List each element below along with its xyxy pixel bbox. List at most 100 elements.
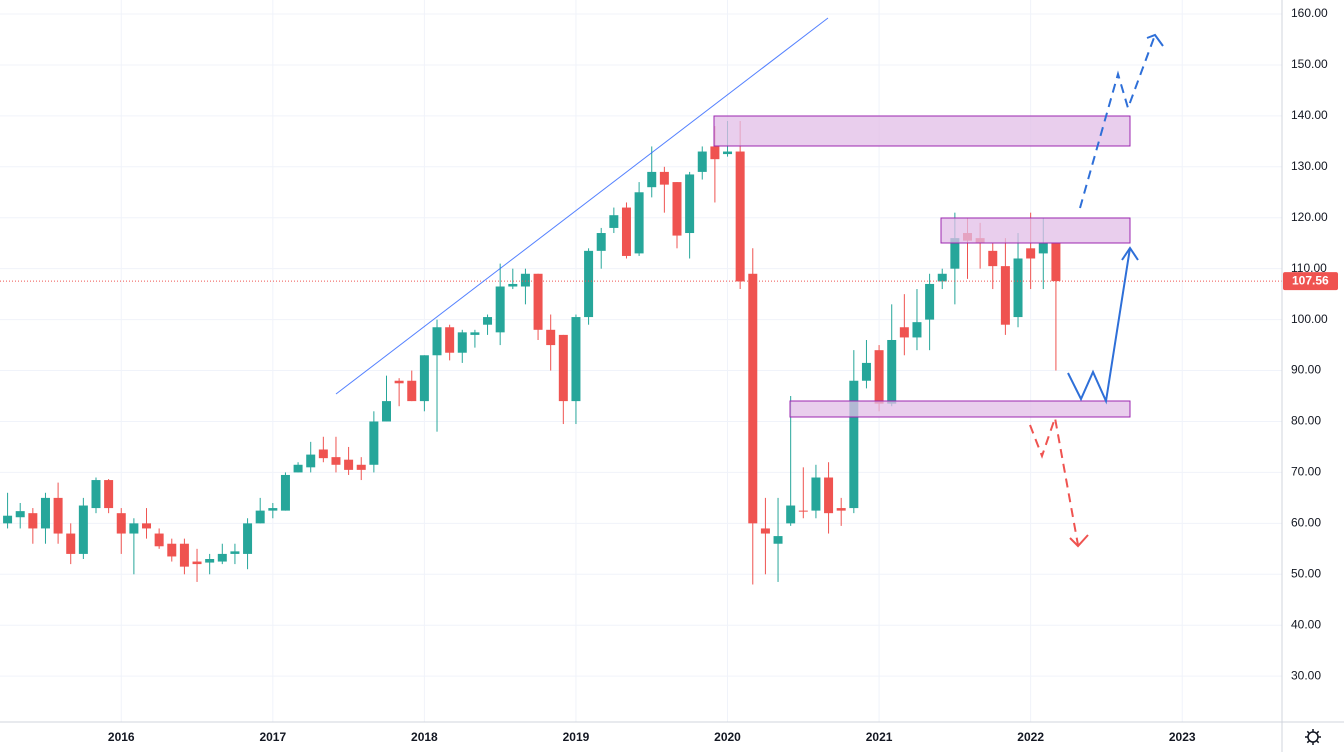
candles (0, 120, 1282, 585)
x-tick-label: 2018 (411, 730, 438, 744)
candle-body (798, 510, 808, 512)
x-tick-label: 2019 (563, 730, 590, 744)
candle-body (230, 551, 240, 554)
gear-teeth[interactable] (1305, 729, 1321, 745)
candle-body (685, 174, 695, 234)
x-tick-label: 2023 (1169, 730, 1196, 744)
candle-body (520, 273, 530, 287)
candle-body (672, 182, 682, 236)
y-tick-label: 70.00 (1291, 465, 1321, 479)
candle-body (306, 454, 316, 468)
candle-body (356, 464, 366, 470)
x-tick-label: 2020 (714, 730, 741, 744)
candle-body (634, 192, 644, 254)
candle-body (912, 322, 922, 338)
candle-body (419, 355, 429, 402)
candle-body (1013, 258, 1023, 318)
candle-body (331, 457, 341, 465)
candle-body (243, 523, 253, 554)
candle-body (723, 151, 733, 155)
settings-icon[interactable] (1305, 729, 1321, 745)
last-price-box (1283, 272, 1338, 291)
candle-body (205, 559, 215, 563)
candle-body (129, 523, 139, 534)
candle-body (1038, 243, 1048, 254)
candle-body (40, 497, 50, 529)
candle-body (407, 380, 417, 402)
candle-body (445, 327, 455, 353)
candle-body (1051, 243, 1061, 282)
candle-body (836, 508, 846, 511)
candle-body (861, 362, 871, 381)
zone-rect (789, 400, 1131, 418)
candle-body (104, 480, 114, 509)
x-tick-label: 2017 (259, 730, 286, 744)
arrow-head (1146, 33, 1164, 47)
y-tick-label: 50.00 (1291, 566, 1321, 580)
candle-body (584, 250, 594, 318)
candle-body (849, 380, 859, 509)
candle-body (887, 339, 897, 404)
y-tick-label: 150.00 (1291, 57, 1328, 71)
candle-body (116, 513, 126, 534)
y-tick-label: 40.00 (1291, 617, 1321, 631)
candle-body (432, 327, 442, 356)
projection-arrow (1067, 247, 1131, 405)
arrow-head (1069, 534, 1089, 548)
candle-body (293, 464, 303, 473)
candle-body (381, 401, 391, 422)
y-tick-label: 60.00 (1291, 516, 1321, 530)
candle-body (621, 207, 631, 256)
candle-body (15, 511, 25, 518)
candle-body (697, 151, 707, 172)
y-tick-label: 120.00 (1291, 210, 1328, 224)
x-tick-label: 2022 (1017, 730, 1044, 744)
candle-body (192, 561, 202, 565)
candle-body (950, 238, 960, 269)
candle-body (167, 543, 177, 557)
candle-body (937, 273, 947, 282)
x-tick-label: 2016 (108, 730, 135, 744)
candle-body (142, 523, 152, 529)
y-tick-label: 110.00 (1291, 261, 1327, 275)
candle-body (154, 533, 164, 547)
candle-body (760, 528, 770, 534)
y-tick-label: 80.00 (1291, 414, 1321, 428)
candle-body (899, 327, 909, 338)
y-tick-label: 140.00 (1291, 108, 1328, 122)
candle-body (483, 317, 493, 325)
candle-body (874, 350, 884, 404)
candle-body (1000, 266, 1010, 325)
candle-body (28, 513, 38, 529)
candle-body (811, 477, 821, 511)
candle-body (280, 474, 290, 511)
projection-arrow-dashed (1079, 34, 1156, 209)
drawings (335, 17, 1164, 548)
y-tick-label: 90.00 (1291, 363, 1321, 377)
candle-body (609, 215, 619, 228)
candle-body (786, 505, 796, 524)
candle-body (91, 480, 101, 509)
candle-body (988, 250, 998, 267)
candle-body (647, 171, 657, 188)
candle-body (318, 449, 328, 459)
candle-body (824, 477, 834, 514)
candle-body (53, 497, 63, 534)
last-price-label: 107.56 (1292, 273, 1329, 287)
candle-body (457, 332, 467, 353)
projection-arrow-dashed (1029, 414, 1079, 546)
candle-body (748, 273, 758, 524)
candle-body (1026, 248, 1036, 259)
candle-body (268, 508, 278, 511)
candle-body (369, 421, 379, 465)
y-tick-label: 160.00 (1291, 6, 1328, 20)
candle-body (925, 283, 935, 320)
y-tick-label: 100.00 (1291, 312, 1328, 326)
candle-body (78, 505, 88, 554)
y-tick-label: 130.00 (1291, 159, 1328, 173)
candle-body (179, 543, 189, 567)
candle-body (571, 317, 581, 402)
trend-line (335, 17, 829, 395)
